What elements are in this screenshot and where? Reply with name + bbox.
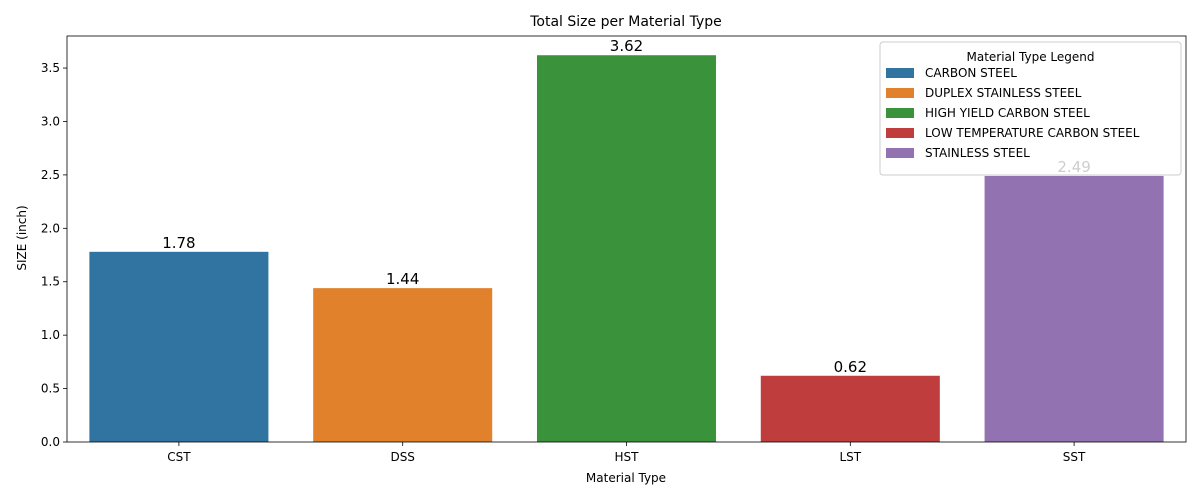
bar-dss — [313, 288, 493, 442]
x-tick-label-cst: CST — [167, 450, 191, 464]
legend-swatch — [886, 108, 914, 118]
x-tick-label-lst: LST — [839, 450, 861, 464]
y-tick-label: 2.0 — [41, 221, 60, 235]
y-ticks-group: 0.0 0.5 1.0 1.5 2.0 2.5 3.0 3.5 — [41, 61, 67, 449]
y-tick-label: 3.0 — [41, 114, 60, 128]
x-tick-label-dss: DSS — [390, 450, 414, 464]
data-label-dss: 1.44 — [386, 270, 419, 288]
y-tick-label: 3.5 — [41, 61, 60, 75]
legend-entry-label: LOW TEMPERATURE CARBON STEEL — [925, 126, 1140, 140]
bar-sst — [984, 175, 1164, 442]
legend-swatch — [886, 148, 914, 158]
bar-hst — [536, 55, 717, 443]
legend-swatch — [886, 128, 914, 138]
y-tick-label: 1.0 — [41, 328, 60, 342]
y-tick-label: 1.5 — [41, 275, 60, 289]
legend-swatch — [886, 68, 914, 78]
legend-box — [879, 41, 1182, 176]
legend-swatch — [886, 88, 914, 98]
plot-frame — [66, 35, 1187, 443]
data-label-cst: 1.78 — [162, 234, 195, 252]
legend-entry-label: CARBON STEEL — [925, 66, 1017, 80]
bar-lst — [760, 375, 940, 442]
y-tick-label: 0.5 — [41, 382, 60, 396]
y-tick-label: 2.5 — [41, 168, 60, 182]
x-tick-label-sst: SST — [1063, 450, 1086, 464]
chart-title: Total Size per Material Type — [529, 14, 722, 30]
x-ticks-group: CST DSS HST LST SST — [167, 442, 1086, 464]
legend: Material Type Legend CARBON STEEL DUPLEX S… — [879, 41, 1182, 176]
legend-entry-label: STAINLESS STEEL — [925, 146, 1030, 160]
x-axis-label: Material Type — [586, 471, 666, 485]
bar-cst — [89, 251, 269, 442]
legend-entry-label: HIGH YIELD CARBON STEEL — [925, 106, 1090, 120]
x-tick-label-hst: HST — [615, 450, 640, 464]
legend-title: Material Type Legend — [966, 50, 1094, 64]
y-tick-label: 0.0 — [41, 435, 60, 449]
data-label-hst: 3.62 — [610, 37, 643, 55]
data-label-lst: 0.62 — [834, 358, 867, 376]
y-axis-label: SIZE (inch) — [15, 205, 29, 270]
legend-entry-label: DUPLEX STAINLESS STEEL — [925, 86, 1082, 100]
